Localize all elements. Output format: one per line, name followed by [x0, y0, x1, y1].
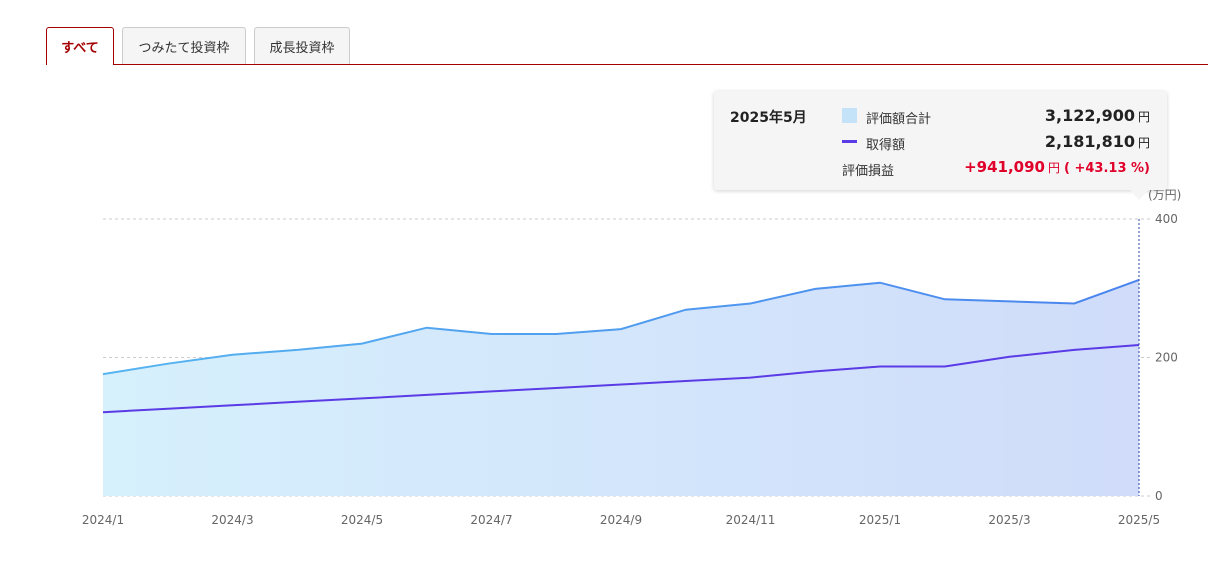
tab-tsumitate[interactable]: つみたて投資枠 [122, 27, 246, 64]
tooltip-market-value-label: 評価額合計 [866, 112, 932, 127]
x-tick-label: 2025/5 [1118, 513, 1160, 527]
y-axis-unit: (万円) [1148, 188, 1181, 202]
tooltip-row-cost: 取得額 2,181,810 円 [842, 132, 1150, 153]
tooltip-cost-label: 取得額 [866, 138, 906, 153]
x-tick-label: 2024/7 [470, 513, 512, 527]
market-value-legend-swatch [842, 108, 857, 123]
tooltip-row-market-value: 評価額合計 3,122,900 円 [842, 106, 1150, 127]
y-tick-label: 0 [1155, 489, 1163, 503]
x-tick-label: 2024/5 [341, 513, 383, 527]
x-tick-label: 2024/9 [600, 513, 642, 527]
tooltip-pl-value: +941,090 円( +43.13 %) [964, 158, 1150, 176]
chart-tooltip: 2025年5月 評価額合計 3,122,900 円 取得額 2,181,810 円 … [714, 91, 1167, 200]
x-tick-label: 2024/11 [726, 513, 776, 527]
x-tick-label: 2024/1 [82, 513, 124, 527]
x-tick-label: 2024/3 [211, 513, 253, 527]
tab-bar: すべて つみたて投資枠 成長投資枠 [46, 27, 1208, 65]
tab-growth[interactable]: 成長投資枠 [254, 27, 350, 64]
tab-bar-underline [46, 64, 1208, 65]
y-tick-label: 200 [1155, 351, 1178, 365]
tab-all[interactable]: すべて [46, 27, 114, 65]
market-value-line [102, 278, 1140, 376]
x-tick-label: 2025/3 [988, 513, 1030, 527]
tooltip-cost: 2,181,810 円 [1044, 132, 1150, 151]
market-value-area [103, 279, 1139, 496]
tooltip-pl-label: 評価損益 [842, 164, 895, 179]
tooltip-market-value: 3,122,900 円 [1044, 106, 1150, 125]
y-tick-label: 400 [1155, 212, 1178, 226]
cost-legend-swatch [842, 140, 857, 143]
tooltip-date: 2025年5月 [730, 110, 807, 126]
x-tick-label: 2025/1 [859, 513, 901, 527]
cost-line [102, 344, 1140, 414]
tooltip-row-pl: 評価損益 +941,090 円( +43.13 %) [842, 158, 1150, 179]
